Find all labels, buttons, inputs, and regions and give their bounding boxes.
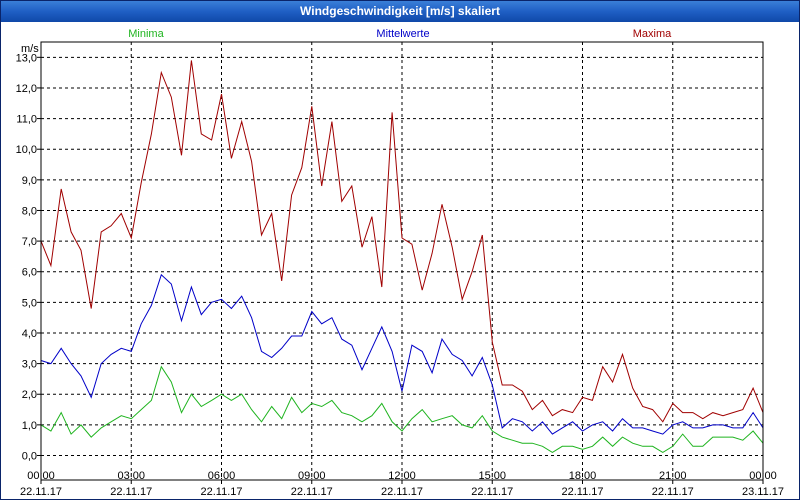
y-tick-label: 4,0	[22, 328, 37, 340]
legend-min: Minima	[128, 28, 164, 40]
series-line-maxima	[40, 60, 764, 423]
x-tick-date: 22.11.17	[381, 486, 423, 498]
x-tick-date: 22.11.17	[561, 486, 603, 498]
x-tick-date: 22.11.17	[652, 486, 694, 498]
x-tick-time: 21:00	[659, 470, 687, 482]
wind-speed-chart: Minima Mittelwerte Maxima m/s 0,0 1,0 2,0 3…	[16, 28, 784, 498]
x-axis-ticks: 00:0022.11.1703:0022.11.1706:0022.11.170…	[20, 470, 784, 498]
y-tick-label: 11,0	[16, 114, 37, 126]
x-tick-time: 03:00	[117, 470, 145, 482]
window-title: Windgeschwindigkeit [m/s] skaliert	[1, 1, 799, 22]
series-lines	[40, 60, 764, 453]
y-tick-label: 3,0	[22, 359, 37, 371]
y-tick-label: 1,0	[22, 420, 37, 432]
x-tick-date: 22.11.17	[110, 486, 152, 498]
x-tick-time: 15:00	[478, 470, 506, 482]
x-tick-date: 22.11.17	[200, 486, 242, 498]
y-tick-label: 9,0	[22, 175, 37, 187]
plot-frame	[40, 41, 764, 481]
x-tick-time: 09:00	[298, 470, 326, 482]
y-tick-label: 2,0	[22, 389, 37, 401]
x-tick-time: 12:00	[388, 470, 416, 482]
y-tick-label: 10,0	[16, 144, 37, 156]
y-tick-label: 6,0	[22, 267, 37, 279]
x-tick-date: 22.11.17	[291, 486, 333, 498]
y-axis-ticks: 0,0 1,0 2,0 3,0 4,0 5,0 6,0 7,0 8,0 9,0 10,0 11,0 12…	[16, 52, 41, 462]
y-tick-label: 0,0	[22, 450, 37, 462]
y-tick-label: 12,0	[16, 83, 37, 95]
y-tick-label: 8,0	[22, 205, 37, 217]
y-tick-label: 5,0	[22, 297, 37, 309]
legend-mean: Mittelwerte	[376, 28, 429, 40]
grid-lines	[41, 42, 763, 480]
y-tick-label: 7,0	[22, 236, 37, 248]
x-tick-time: 06:00	[208, 470, 236, 482]
series-line-minima	[40, 365, 764, 453]
x-tick-date: 23.11.17	[742, 486, 784, 498]
x-tick-time: 18:00	[569, 470, 597, 482]
y-axis-unit: m/s	[21, 43, 39, 55]
x-tick-date: 22.11.17	[471, 486, 513, 498]
legend-max: Maxima	[633, 28, 672, 40]
y-tick-label: 13,0	[16, 52, 37, 64]
series-line-mittelwerte	[40, 273, 764, 435]
x-tick-date: 22.11.17	[20, 486, 62, 498]
